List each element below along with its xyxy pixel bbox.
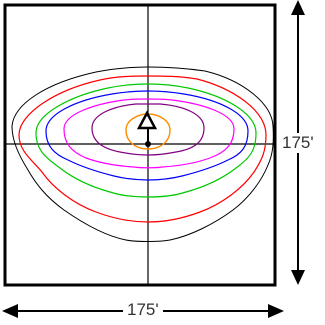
contour-magenta bbox=[63, 98, 235, 169]
vertical-dimension-label: 175' bbox=[281, 133, 315, 153]
arrow-down-icon bbox=[291, 270, 305, 285]
contour-red bbox=[18, 75, 267, 223]
contour-orange bbox=[125, 113, 171, 150]
fixture-center-dot bbox=[145, 141, 151, 147]
arrow-left-icon bbox=[2, 304, 18, 318]
plot-frame bbox=[3, 3, 277, 287]
contour-blue bbox=[45, 90, 249, 181]
contour-purple bbox=[91, 103, 205, 156]
horizontal-dimension-label: 175' bbox=[123, 300, 163, 320]
arrow-right-icon bbox=[268, 304, 284, 318]
contour-green bbox=[35, 83, 257, 198]
arrow-up-icon bbox=[291, 0, 305, 15]
contour-black bbox=[11, 66, 274, 242]
